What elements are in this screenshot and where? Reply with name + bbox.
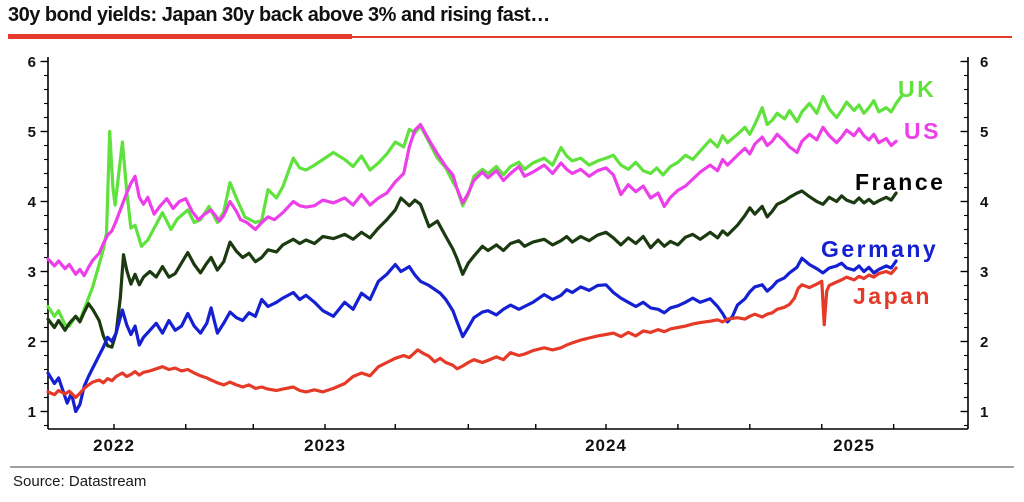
series-label-germany: Germany — [821, 236, 938, 262]
y-tick-label-left: 4 — [28, 194, 37, 211]
y-tick-label-right: 6 — [980, 54, 988, 71]
x-year-label: 2025 — [833, 436, 875, 455]
series-line-germany — [46, 256, 898, 414]
x-ticks — [113, 424, 895, 430]
series-line-france — [46, 189, 898, 349]
series-label-uk: UK — [898, 76, 936, 102]
y-tick-label-left: 3 — [28, 264, 36, 281]
series-label-france: France — [855, 169, 945, 195]
y-tick-label-right: 3 — [980, 264, 988, 281]
y-tick-label-right: 5 — [980, 124, 988, 141]
x-year-label: 2022 — [93, 436, 135, 455]
x-year-label: 2024 — [585, 436, 627, 455]
title-underline-thin — [8, 36, 1012, 38]
title-underline-thick — [8, 33, 352, 39]
source-note: Source: Datastream — [13, 473, 147, 490]
series-line-uk — [46, 93, 904, 328]
series-label-japan: Japan — [853, 283, 932, 309]
y-ticks — [40, 60, 968, 427]
footer-divider — [10, 466, 1014, 468]
y-tick-label-right: 4 — [980, 194, 989, 211]
y-tick-label-left: 5 — [28, 124, 36, 141]
y-tick-label-left: 1 — [28, 404, 36, 421]
y-tick-labels: 1 1 2 2 3 3 4 4 5 5 6 6 — [28, 54, 989, 421]
y-tick-label-left: 2 — [28, 334, 36, 351]
series-label-us: US — [904, 118, 941, 144]
x-year-label: 2023 — [304, 436, 346, 455]
chart-title: 30y bond yields: Japan 30y back above 3%… — [8, 4, 550, 26]
bond-yields-chart: 1 1 2 2 3 3 4 4 5 5 6 6 2022 2023 2024 2025 UK US France Ge… — [28, 54, 989, 455]
y-tick-label-left: 6 — [28, 54, 36, 71]
series-line-japan — [46, 266, 898, 400]
series-line-us — [46, 122, 898, 278]
x-tick-labels: 2022 2023 2024 2025 — [93, 436, 875, 455]
y-tick-label-right: 2 — [980, 334, 988, 351]
y-tick-label-right: 1 — [980, 404, 988, 421]
